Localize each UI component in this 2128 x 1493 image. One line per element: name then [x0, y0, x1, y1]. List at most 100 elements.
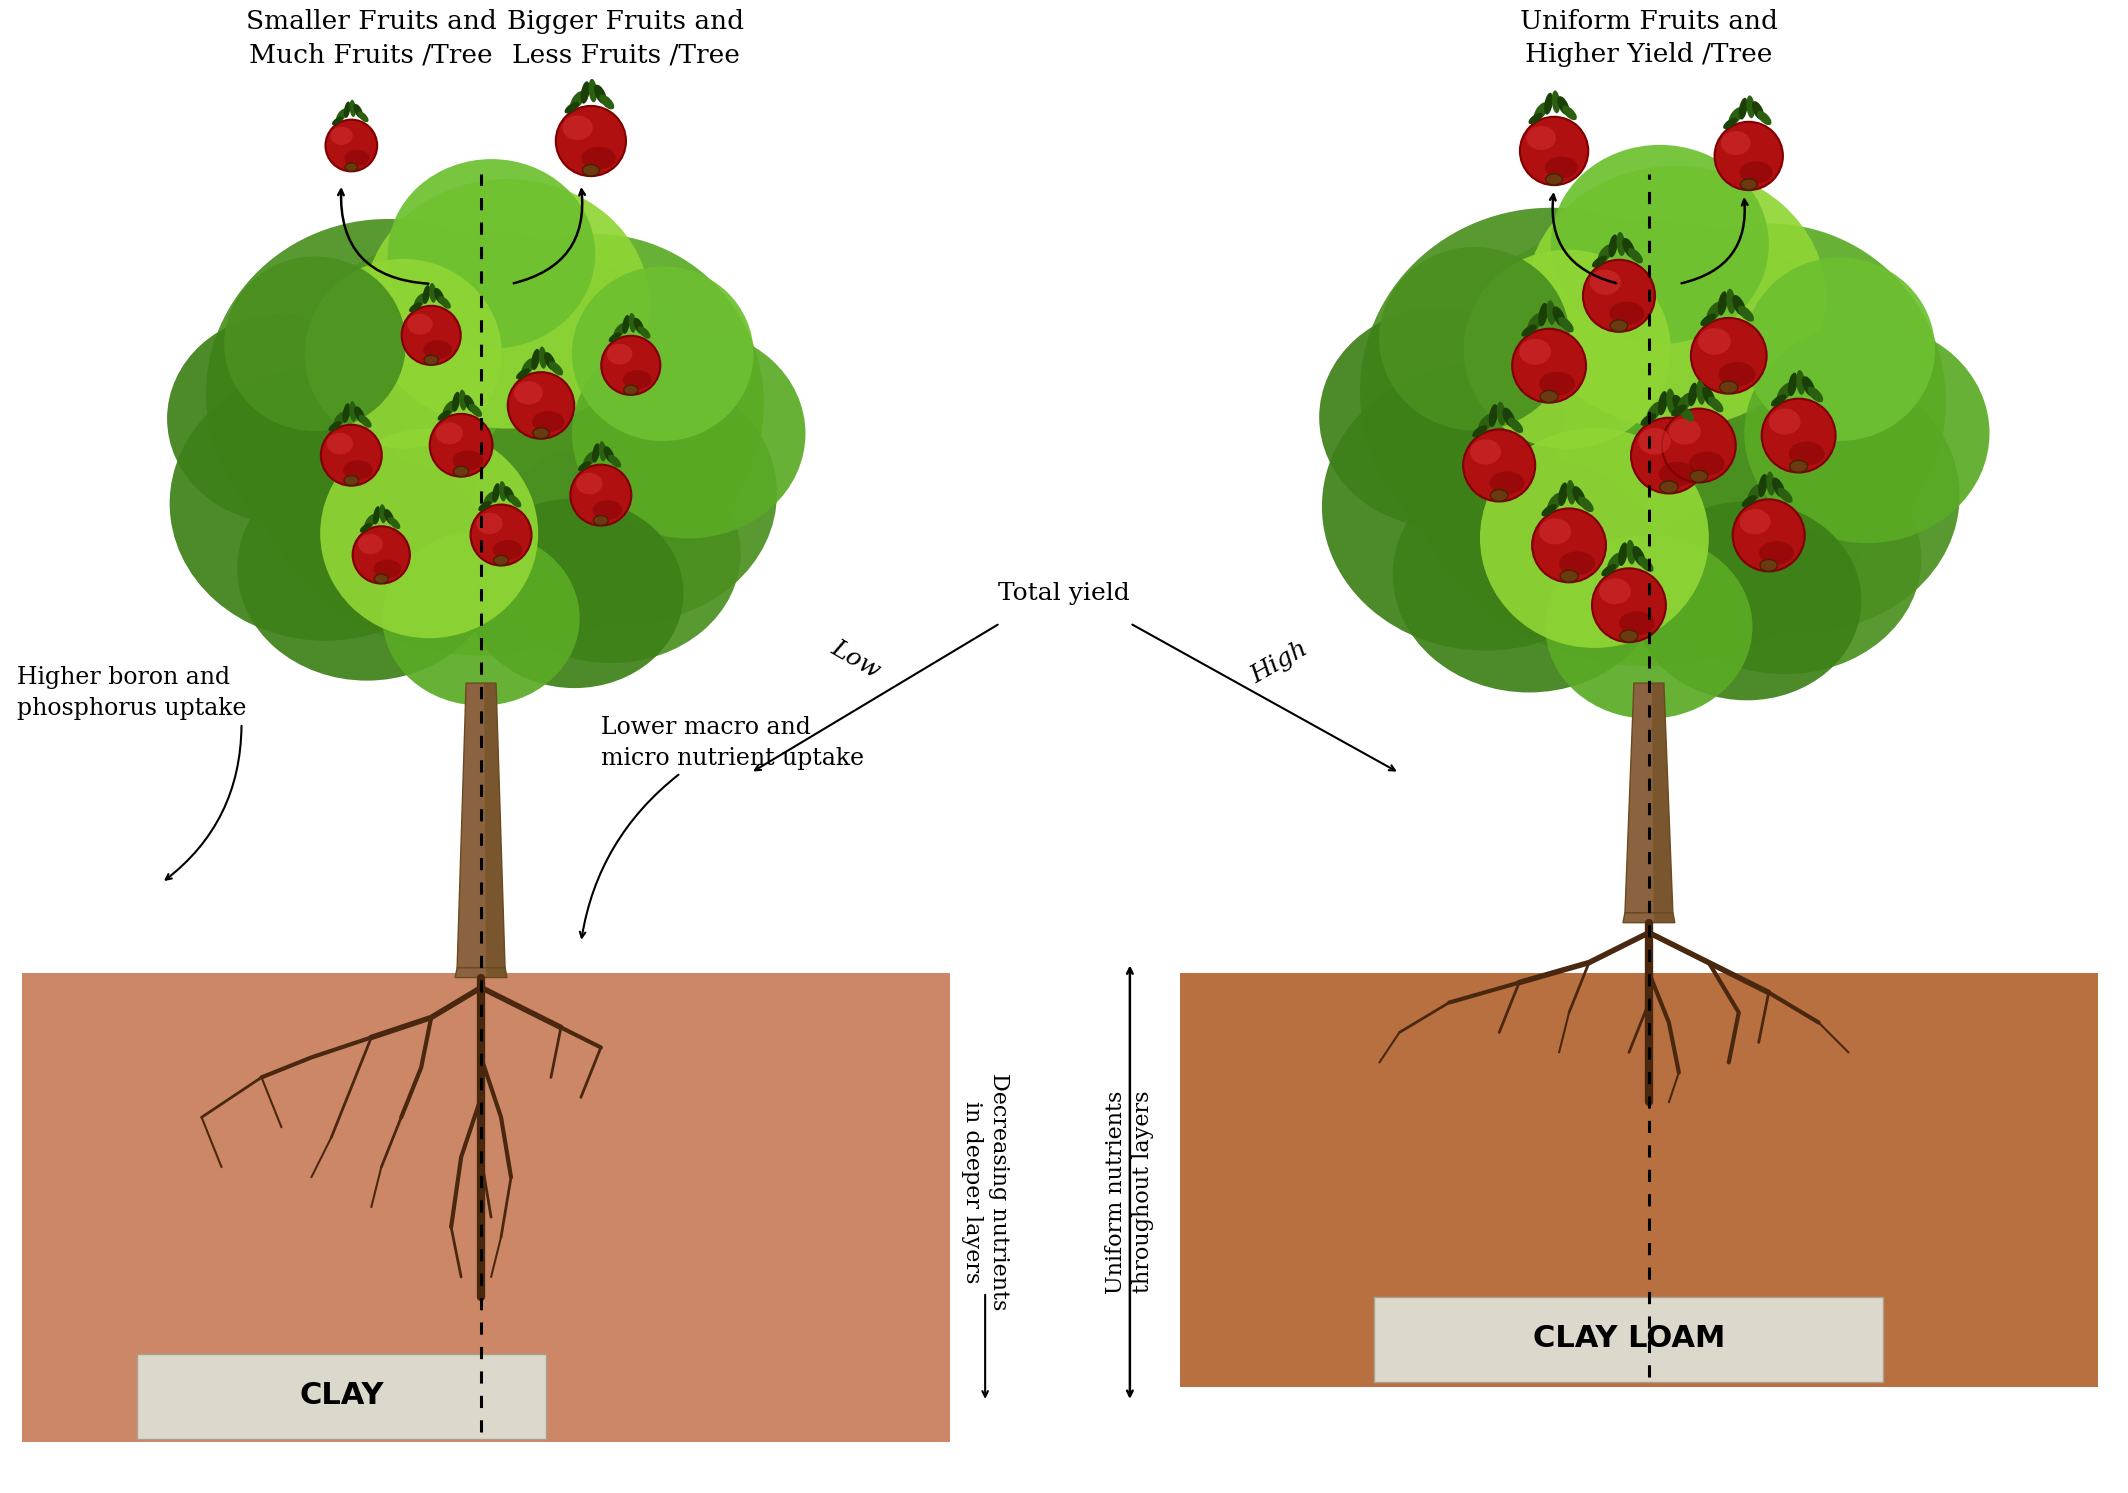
Ellipse shape: [413, 293, 426, 309]
Ellipse shape: [1502, 408, 1515, 427]
Ellipse shape: [383, 509, 394, 524]
Ellipse shape: [1547, 300, 1556, 325]
Ellipse shape: [1747, 96, 1756, 118]
Ellipse shape: [1649, 443, 1922, 675]
Ellipse shape: [532, 427, 549, 439]
Ellipse shape: [1619, 630, 1639, 642]
Ellipse shape: [1321, 363, 1649, 651]
Ellipse shape: [1592, 224, 1945, 579]
Ellipse shape: [1392, 457, 1666, 693]
Ellipse shape: [1760, 560, 1777, 572]
Ellipse shape: [1598, 245, 1613, 263]
Ellipse shape: [1528, 314, 1543, 331]
Ellipse shape: [430, 284, 436, 303]
Ellipse shape: [594, 85, 606, 105]
Ellipse shape: [1513, 328, 1585, 403]
Ellipse shape: [343, 460, 372, 479]
Ellipse shape: [1760, 540, 1794, 564]
Ellipse shape: [1773, 478, 1785, 497]
Ellipse shape: [1560, 551, 1596, 575]
Ellipse shape: [1360, 208, 1741, 575]
Ellipse shape: [1404, 221, 1894, 666]
Text: Higher boron and
phosphorus uptake: Higher boron and phosphorus uptake: [17, 666, 247, 720]
Ellipse shape: [304, 258, 502, 448]
Ellipse shape: [604, 446, 615, 463]
Ellipse shape: [477, 512, 502, 534]
Ellipse shape: [1766, 472, 1775, 496]
Ellipse shape: [1717, 291, 1728, 315]
Ellipse shape: [1490, 472, 1524, 494]
Ellipse shape: [349, 402, 358, 421]
Ellipse shape: [330, 127, 353, 145]
Ellipse shape: [579, 461, 592, 472]
Ellipse shape: [206, 219, 570, 569]
Ellipse shape: [345, 149, 370, 167]
Ellipse shape: [564, 102, 579, 113]
Ellipse shape: [583, 164, 600, 176]
Ellipse shape: [602, 336, 660, 394]
Ellipse shape: [372, 506, 381, 524]
Ellipse shape: [1560, 570, 1579, 582]
Ellipse shape: [1660, 481, 1679, 493]
Ellipse shape: [592, 500, 621, 520]
Text: CLAY LOAM: CLAY LOAM: [1532, 1324, 1726, 1353]
Ellipse shape: [387, 160, 596, 349]
Ellipse shape: [443, 400, 455, 417]
Ellipse shape: [1707, 302, 1722, 321]
Ellipse shape: [1690, 451, 1726, 475]
Ellipse shape: [1739, 509, 1770, 534]
Ellipse shape: [1626, 540, 1636, 564]
FancyBboxPatch shape: [1375, 1297, 1883, 1383]
Ellipse shape: [1583, 260, 1656, 331]
Ellipse shape: [1553, 306, 1566, 327]
Ellipse shape: [345, 476, 360, 485]
Ellipse shape: [1619, 611, 1656, 635]
Ellipse shape: [1539, 372, 1575, 396]
Polygon shape: [1653, 912, 1675, 923]
Ellipse shape: [1679, 406, 1694, 421]
Ellipse shape: [470, 505, 532, 566]
Ellipse shape: [1709, 397, 1724, 412]
Ellipse shape: [460, 390, 466, 411]
Ellipse shape: [1545, 536, 1753, 718]
Ellipse shape: [1758, 473, 1768, 497]
Ellipse shape: [572, 266, 753, 440]
Ellipse shape: [1668, 418, 1700, 445]
Ellipse shape: [326, 433, 353, 454]
Ellipse shape: [609, 455, 621, 467]
Ellipse shape: [1724, 118, 1736, 128]
Ellipse shape: [1632, 546, 1645, 566]
Ellipse shape: [453, 466, 468, 476]
Ellipse shape: [594, 515, 609, 526]
Text: CLAY: CLAY: [300, 1381, 383, 1411]
Ellipse shape: [479, 502, 492, 511]
Ellipse shape: [383, 532, 579, 706]
Text: Uniform nutrients
throughout layers: Uniform nutrients throughout layers: [1104, 1090, 1153, 1294]
Ellipse shape: [364, 179, 649, 428]
Ellipse shape: [170, 366, 481, 640]
Ellipse shape: [583, 452, 596, 467]
Ellipse shape: [515, 381, 543, 405]
Ellipse shape: [1751, 102, 1764, 119]
Ellipse shape: [426, 234, 764, 573]
Ellipse shape: [343, 403, 351, 423]
Ellipse shape: [1600, 564, 1617, 576]
Ellipse shape: [1790, 442, 1824, 466]
Ellipse shape: [1762, 399, 1836, 472]
Ellipse shape: [1470, 439, 1500, 464]
Ellipse shape: [236, 455, 496, 681]
Ellipse shape: [387, 517, 400, 529]
Ellipse shape: [494, 540, 523, 560]
Ellipse shape: [1592, 569, 1666, 642]
Ellipse shape: [319, 428, 538, 638]
Polygon shape: [485, 967, 506, 978]
Ellipse shape: [624, 385, 638, 394]
Ellipse shape: [360, 523, 372, 533]
Ellipse shape: [589, 79, 598, 103]
FancyBboxPatch shape: [136, 1354, 547, 1439]
Ellipse shape: [598, 440, 606, 461]
Ellipse shape: [468, 403, 483, 417]
Ellipse shape: [358, 534, 383, 554]
Ellipse shape: [570, 91, 585, 109]
Ellipse shape: [1690, 470, 1709, 482]
